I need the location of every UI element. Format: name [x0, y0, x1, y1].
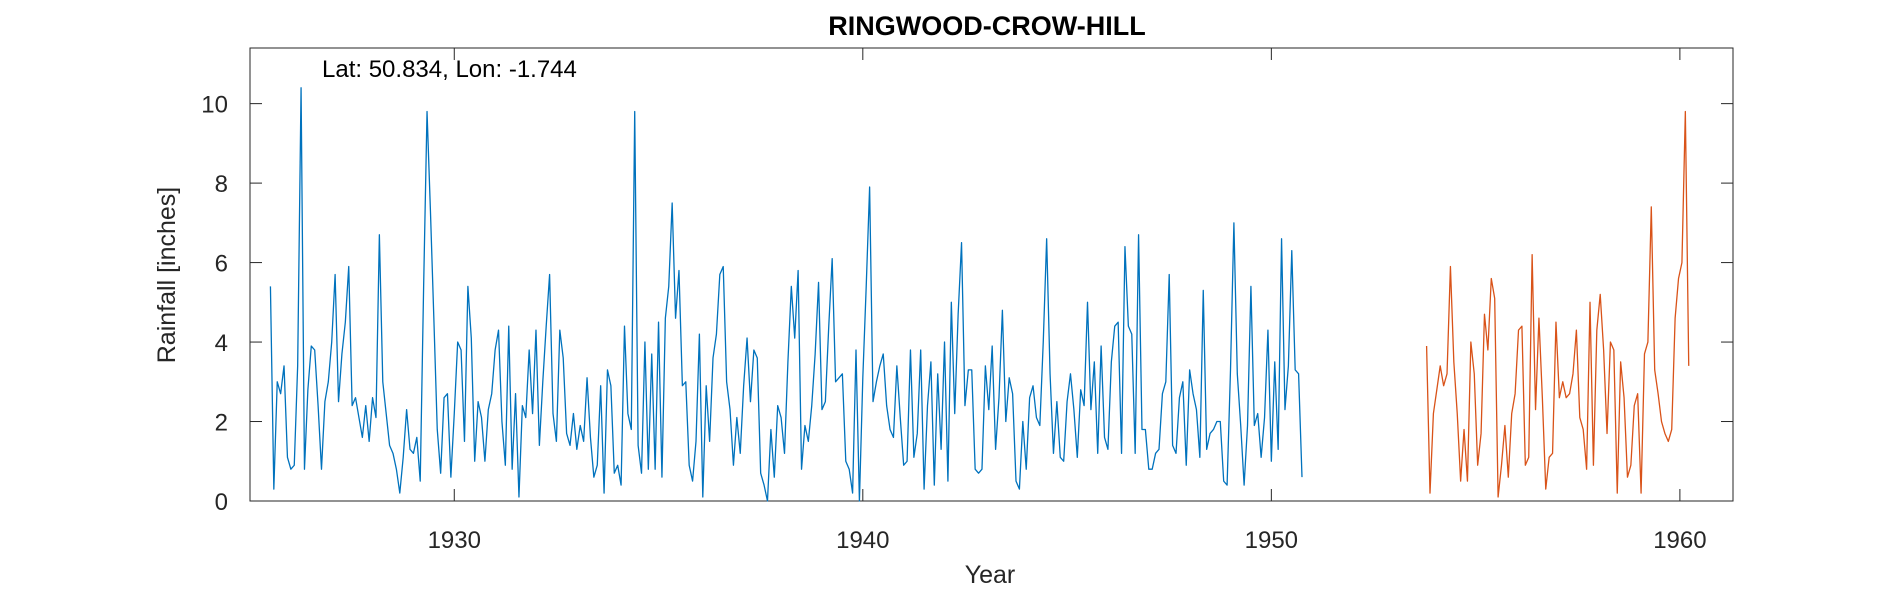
x-tick-label: 1960 [1653, 527, 1706, 554]
y-tick-label: 8 [215, 171, 228, 198]
y-tick-label: 10 [201, 92, 228, 119]
y-tick-label: 4 [215, 330, 228, 357]
series-line-1 [269, 87, 1303, 502]
y-axis-label: Rainfall [inches] [153, 187, 181, 363]
x-tick-label: 1940 [836, 527, 889, 554]
series-line-2 [1425, 110, 1690, 498]
location-annotation: Lat: 50.834, Lon: -1.744 [322, 56, 577, 83]
series-lines [269, 87, 1690, 502]
plot-area [249, 47, 1734, 502]
y-axis: 0 2 4 6 8 10 [201, 92, 1733, 516]
x-axis: 1930 1940 1950 1960 [428, 48, 1707, 554]
y-tick-label: 0 [215, 489, 228, 516]
chart-title: RINGWOOD-CROW-HILL [828, 11, 1145, 41]
x-axis-label: Year [965, 561, 1016, 589]
x-tick-label: 1950 [1245, 527, 1298, 554]
x-tick-label: 1930 [428, 527, 481, 554]
y-tick-label: 2 [215, 410, 228, 437]
y-tick-label: 6 [215, 251, 228, 278]
